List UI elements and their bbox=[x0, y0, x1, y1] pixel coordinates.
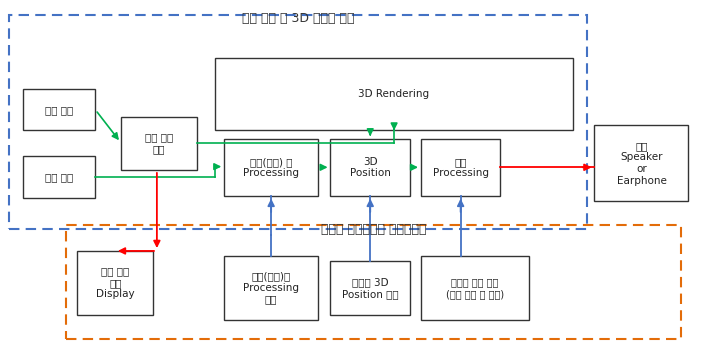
FancyBboxPatch shape bbox=[421, 256, 529, 320]
FancyBboxPatch shape bbox=[23, 156, 95, 197]
Text: 객체(채널) 별
Processing: 객체(채널) 별 Processing bbox=[243, 157, 299, 178]
Text: 3D Rendering: 3D Rendering bbox=[358, 89, 429, 99]
FancyBboxPatch shape bbox=[215, 58, 573, 130]
Text: 출력
Speaker
or
Earphone: 출력 Speaker or Earphone bbox=[616, 141, 666, 186]
FancyBboxPatch shape bbox=[330, 139, 410, 196]
Text: 출력
Processing: 출력 Processing bbox=[433, 157, 489, 178]
Text: 사용자 인터렉티브 인터페이스: 사용자 인터렉티브 인터페이스 bbox=[321, 223, 427, 236]
FancyBboxPatch shape bbox=[78, 251, 153, 315]
Text: 객체(채널)별
Processing
설정: 객체(채널)별 Processing 설정 bbox=[243, 271, 299, 305]
FancyBboxPatch shape bbox=[121, 117, 197, 170]
FancyBboxPatch shape bbox=[23, 89, 95, 130]
Text: 객체 위치
정보: 객체 위치 정보 bbox=[144, 133, 173, 154]
Text: 객체 위치
정보
Display: 객체 위치 정보 Display bbox=[96, 266, 134, 299]
Text: 객체 분리: 객체 분리 bbox=[45, 105, 73, 115]
FancyBboxPatch shape bbox=[421, 139, 500, 196]
FancyBboxPatch shape bbox=[224, 139, 318, 196]
Text: 사용자 3D
Position 설정: 사용자 3D Position 설정 bbox=[342, 277, 399, 299]
Text: 장르 분석: 장르 분석 bbox=[45, 172, 73, 182]
Text: 객체 분리 및 3D 렌더링 모듈: 객체 분리 및 3D 렌더링 모듈 bbox=[242, 12, 354, 25]
FancyBboxPatch shape bbox=[595, 125, 688, 201]
FancyBboxPatch shape bbox=[224, 256, 318, 320]
FancyBboxPatch shape bbox=[330, 261, 410, 315]
Text: 사용자 출력 설정
(출력 채널 및 경로): 사용자 출력 설정 (출력 채널 및 경로) bbox=[446, 277, 504, 299]
Text: 3D
Position: 3D Position bbox=[350, 157, 391, 178]
